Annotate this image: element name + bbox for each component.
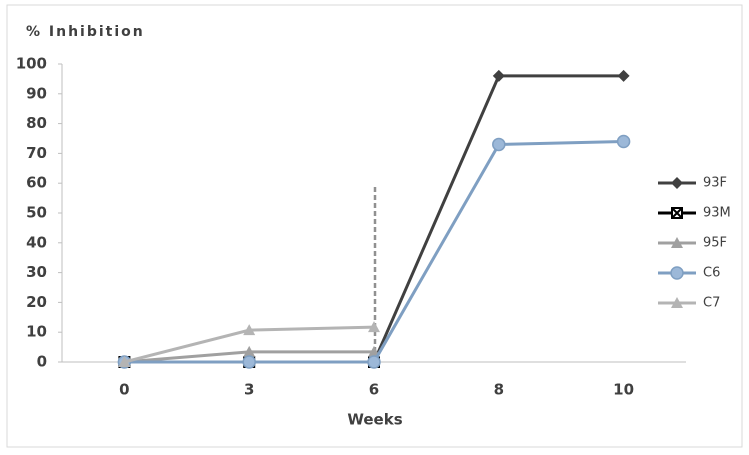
data-point	[242, 355, 256, 369]
y-tick-label: 90	[26, 84, 47, 102]
data-point	[367, 355, 381, 369]
y-tick-label: 70	[26, 144, 47, 162]
legend-entry: C7	[658, 296, 720, 311]
legend-marker	[671, 237, 683, 248]
data-point	[368, 321, 380, 333]
data-point	[118, 356, 131, 367]
legend-entry: 93M	[658, 206, 731, 221]
y-tick-label: 10	[26, 323, 47, 341]
legend-label: C6	[703, 266, 720, 281]
y-tick-label: 40	[26, 233, 47, 251]
data-point	[243, 345, 256, 357]
legend-marker	[671, 177, 683, 189]
legend-label: C7	[703, 296, 720, 311]
data-point	[616, 134, 631, 149]
legend-entry: 95F	[658, 236, 727, 251]
x-tick-label: 0	[119, 381, 129, 399]
data-point	[617, 69, 630, 82]
legend-marker	[670, 266, 684, 280]
y-tick-label: 30	[26, 263, 47, 281]
x-tick-label: 10	[613, 381, 634, 399]
legend-label: 95F	[703, 236, 727, 251]
legend-marker	[671, 297, 683, 308]
legend-marker	[671, 207, 683, 219]
data-point	[492, 137, 506, 152]
data-point	[243, 324, 256, 336]
legend-label: 93F	[703, 176, 727, 191]
y-tick-label: 0	[37, 353, 47, 371]
y-tick-label: 60	[26, 174, 47, 192]
data-point	[492, 69, 505, 82]
y-tick-label: 20	[26, 293, 47, 311]
legend-entry: C6	[658, 266, 720, 281]
chart-border	[6, 4, 743, 448]
y-axis-label: % Inhibition	[26, 24, 145, 40]
x-tick-label: 6	[369, 381, 379, 399]
y-tick-label: 100	[16, 55, 47, 73]
x-tick-label: 8	[494, 381, 504, 399]
x-tick-label: 3	[244, 381, 254, 399]
legend-label: 93M	[703, 206, 731, 221]
y-tick-label: 50	[26, 204, 47, 222]
y-tick-label: 80	[26, 114, 47, 132]
x-axis-label: Weeks	[347, 411, 402, 429]
legend-entry: 93F	[658, 176, 727, 191]
